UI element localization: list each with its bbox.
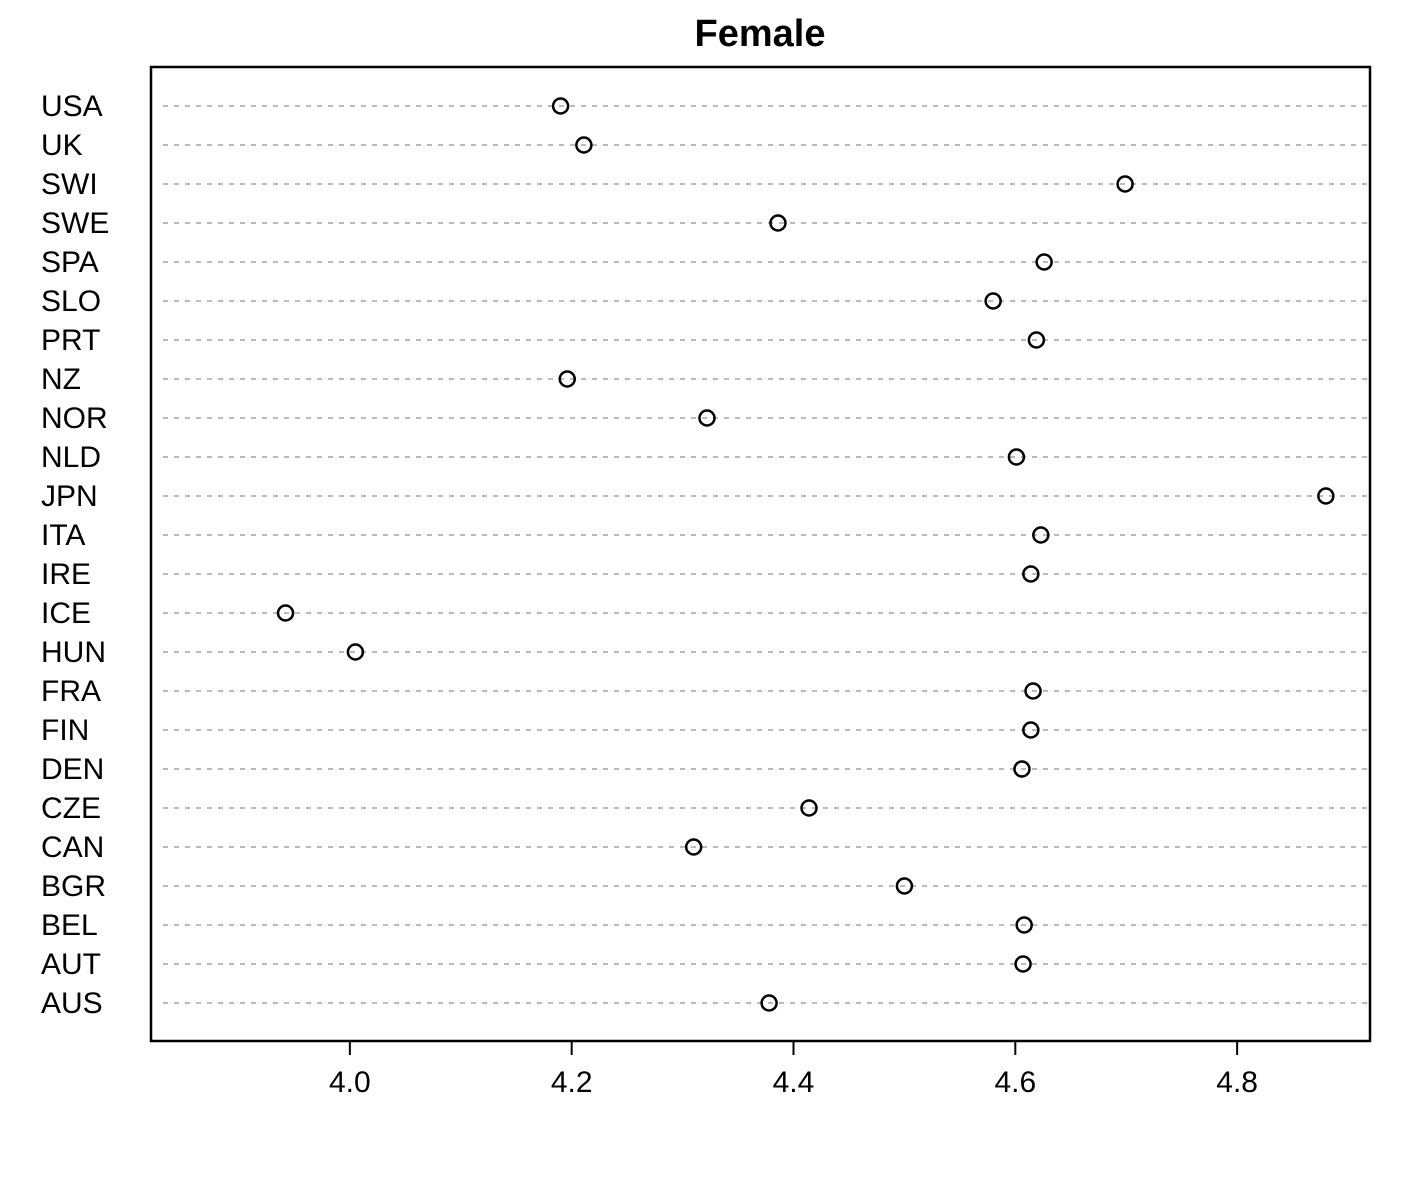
dot <box>684 838 703 856</box>
x-tick-label: 4.8 <box>1216 1066 1258 1099</box>
y-tick-label: SWE <box>41 207 109 240</box>
dot <box>1022 721 1040 739</box>
chart-title: Female <box>695 13 826 55</box>
y-tick-label: NLD <box>41 441 101 474</box>
y-tick-label: DEN <box>41 753 104 786</box>
dot <box>558 370 576 388</box>
dot <box>1035 253 1053 271</box>
dot <box>1027 331 1046 349</box>
y-tick-label: PRT <box>41 324 100 357</box>
y-tick-label: IRE <box>41 558 91 591</box>
y-tick-label: BEL <box>41 909 98 942</box>
dot <box>346 643 365 661</box>
y-tick-label: AUS <box>41 987 103 1020</box>
y-tick-label: SPA <box>41 246 99 279</box>
y-tick-label: NZ <box>41 363 81 396</box>
y-tick-label: UK <box>41 129 83 162</box>
y-tick-label: CZE <box>41 792 101 825</box>
y-tick-label: NOR <box>41 402 108 435</box>
y-tick-label: ICE <box>41 597 91 630</box>
y-tick-label: ITA <box>41 519 85 552</box>
y-tick-label: BGR <box>41 870 106 903</box>
y-tick-label: SWI <box>41 168 98 201</box>
dot <box>698 409 716 427</box>
dot <box>1013 760 1031 778</box>
y-tick-label: FIN <box>41 714 89 747</box>
x-tick-label: 4.4 <box>773 1066 815 1099</box>
dot <box>1022 565 1040 583</box>
dot <box>1014 955 1032 973</box>
dot <box>769 214 787 232</box>
y-tick-label: HUN <box>41 636 106 669</box>
dot <box>1007 448 1026 466</box>
y-tick-label: FRA <box>41 675 101 708</box>
y-tick-label: JPN <box>41 480 98 513</box>
dot <box>760 994 778 1012</box>
y-tick-label: AUT <box>41 948 101 981</box>
dot <box>1032 526 1050 544</box>
dot <box>1024 682 1042 700</box>
dot <box>551 97 570 115</box>
dot <box>1015 916 1033 934</box>
dot <box>895 877 914 895</box>
dot <box>1317 487 1335 505</box>
x-tick-label: 4.0 <box>329 1066 371 1099</box>
y-tick-label: USA <box>41 90 103 123</box>
plot-frame <box>149 65 1372 1043</box>
y-tick-label: CAN <box>41 831 104 864</box>
y-tick-label: SLO <box>41 285 101 318</box>
dot <box>984 292 1002 310</box>
x-tick-label: 4.2 <box>551 1066 593 1099</box>
x-tick-label: 4.6 <box>994 1066 1036 1099</box>
dot <box>276 604 295 622</box>
dot <box>575 136 593 154</box>
dot <box>1116 175 1134 193</box>
dot <box>800 799 818 817</box>
